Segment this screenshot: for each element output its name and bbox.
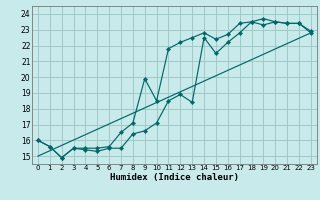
X-axis label: Humidex (Indice chaleur): Humidex (Indice chaleur) bbox=[110, 173, 239, 182]
